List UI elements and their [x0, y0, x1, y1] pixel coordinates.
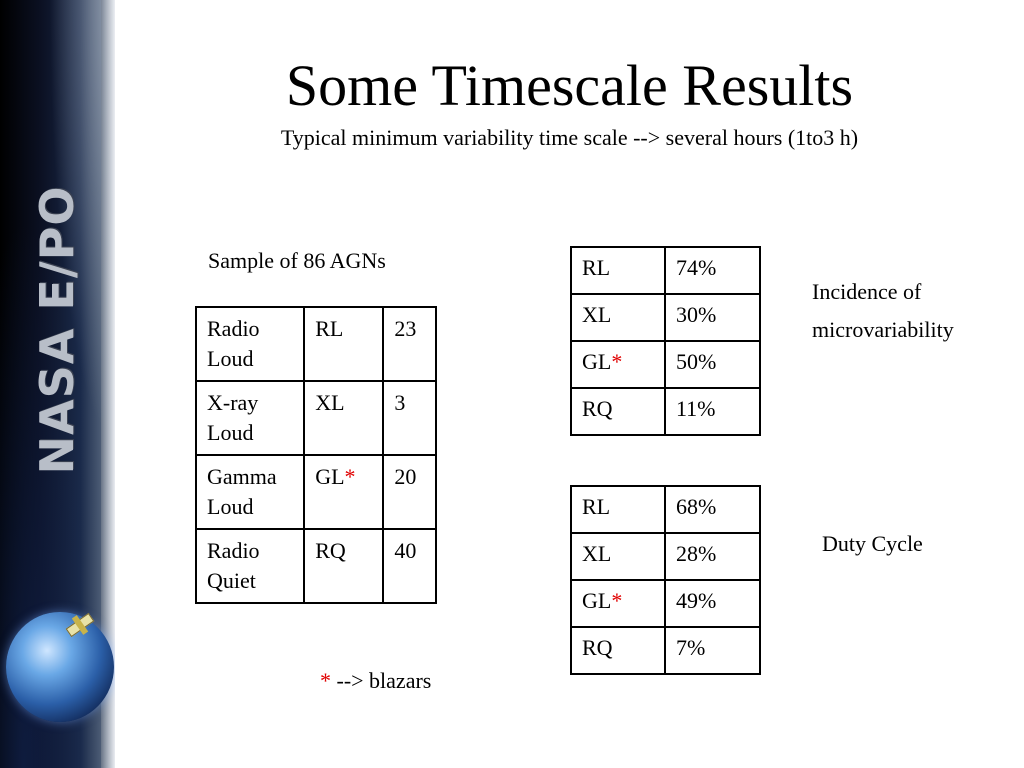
class-name-cell: Gamma Loud	[194, 454, 306, 530]
value-cell: 50%	[664, 340, 761, 389]
incidence-label-line1: Incidence of	[812, 279, 922, 304]
table-row: GL* 50%	[570, 340, 761, 389]
code-text: RQ	[582, 635, 613, 660]
duty-cycle-table: RL 68% XL 28% GL* 49% RQ 7%	[570, 485, 761, 675]
count-cell: 23	[382, 306, 437, 382]
value-cell: 74%	[664, 246, 761, 295]
table-row: XL 28%	[570, 532, 761, 581]
code-cell: XL	[570, 293, 666, 342]
banner-edge	[101, 0, 115, 768]
class-name-cell: Radio Loud	[194, 306, 306, 382]
earth-globe-icon	[6, 612, 114, 722]
code-cell: RL	[303, 306, 385, 382]
blazar-marker: *	[611, 588, 623, 613]
table-row: RL 68%	[570, 485, 761, 534]
code-text: XL	[315, 390, 345, 415]
table-row: RQ 7%	[570, 626, 761, 675]
sample-table: Radio Loud RL 23 X-ray Loud XL 3 Gamma L…	[194, 306, 437, 604]
count-cell: 20	[382, 454, 437, 530]
footnote-marker: *	[320, 668, 331, 693]
blazar-marker: *	[611, 349, 623, 374]
code-text: GL	[582, 588, 612, 613]
code-text: GL	[315, 464, 345, 489]
nasa-epo-logo: NASA E/PO	[30, 185, 84, 475]
table-row: RL 74%	[570, 246, 761, 295]
code-cell: GL*	[570, 340, 666, 389]
count-cell: 40	[382, 528, 437, 604]
code-text: RL	[582, 494, 611, 519]
value-cell: 11%	[664, 387, 761, 436]
table-row: X-ray Loud XL 3	[194, 380, 437, 456]
table-row: Gamma Loud GL* 20	[194, 454, 437, 530]
table-row: Radio Loud RL 23	[194, 306, 437, 382]
incidence-table: RL 74% XL 30% GL* 50% RQ 11%	[570, 246, 761, 436]
code-cell: RL	[570, 246, 666, 295]
blazar-marker: *	[344, 464, 356, 489]
value-cell: 28%	[664, 532, 761, 581]
code-text: RQ	[582, 396, 613, 421]
code-cell: RL	[570, 485, 666, 534]
class-name-cell: Radio Quiet	[194, 528, 306, 604]
footnote-text: --> blazars	[331, 668, 432, 693]
code-cell: RQ	[570, 626, 666, 675]
code-text: RQ	[315, 538, 346, 563]
code-cell: RQ	[570, 387, 666, 436]
slide-title: Some Timescale Results	[285, 53, 854, 118]
code-cell: XL	[303, 380, 385, 456]
sample-label: Sample of 86 AGNs	[208, 248, 386, 273]
value-cell: 68%	[664, 485, 761, 534]
code-cell: XL	[570, 532, 666, 581]
code-cell: GL*	[570, 579, 666, 628]
value-cell: 49%	[664, 579, 761, 628]
nasa-epo-banner: NASA E/PO	[0, 0, 115, 768]
code-text: GL	[582, 349, 612, 374]
table-row: Radio Quiet RQ 40	[194, 528, 437, 604]
count-cell: 3	[382, 380, 437, 456]
table-row: XL 30%	[570, 293, 761, 342]
class-name-cell: X-ray Loud	[194, 380, 306, 456]
duty-cycle-label: Duty Cycle	[822, 531, 923, 556]
blazar-footnote: * --> blazars	[320, 662, 431, 700]
code-text: RL	[315, 316, 344, 341]
table-row: GL* 49%	[570, 579, 761, 628]
incidence-label-line2: microvariability	[812, 317, 954, 342]
value-cell: 7%	[664, 626, 761, 675]
code-text: RL	[582, 255, 611, 280]
code-cell: RQ	[303, 528, 385, 604]
table-row: RQ 11%	[570, 387, 761, 436]
value-cell: 30%	[664, 293, 761, 342]
code-text: XL	[582, 541, 612, 566]
incidence-label: Incidence of microvariability	[812, 273, 1002, 349]
code-cell: GL*	[303, 454, 385, 530]
code-text: XL	[582, 302, 612, 327]
slide-subtitle: Typical minimum variability time scale -…	[280, 125, 859, 150]
